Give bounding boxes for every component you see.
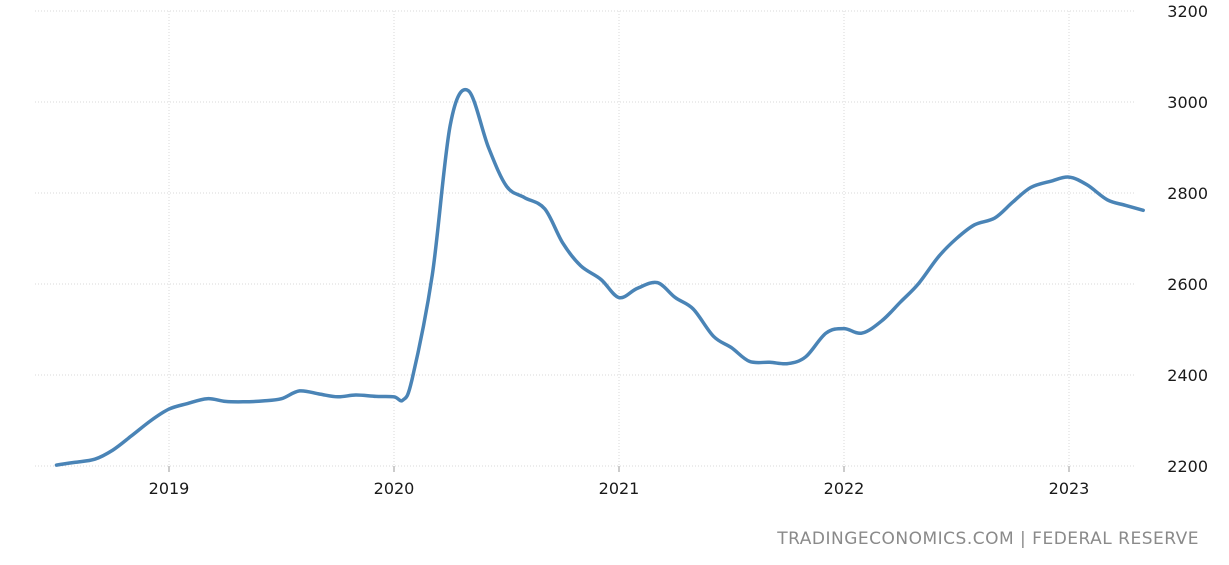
x-tick-label: 2019: [149, 479, 190, 498]
y-axis-ticks: 2200 2400 2600 2800 3000 3200: [1167, 2, 1208, 476]
x-axis-ticks: 2019 2020 2021 2022 2023: [149, 466, 1090, 498]
source-credit: TRADINGECONOMICS.COM | FEDERAL RESERVE: [777, 529, 1199, 549]
y-tick-label: 2800: [1167, 184, 1208, 203]
grid-lines: [35, 10, 1134, 467]
x-tick-label: 2021: [599, 479, 640, 498]
y-tick-label: 2200: [1167, 457, 1208, 476]
y-tick-label: 2400: [1167, 366, 1208, 385]
x-tick-label: 2023: [1049, 479, 1090, 498]
y-tick-label: 2600: [1167, 275, 1208, 294]
series-line: [54, 87, 1145, 467]
x-tick-label: 2020: [374, 479, 415, 498]
y-tick-label: 3000: [1167, 93, 1208, 112]
y-tick-label: 3200: [1167, 2, 1208, 21]
series-layer: [54, 87, 1145, 467]
x-tick-label: 2022: [824, 479, 865, 498]
